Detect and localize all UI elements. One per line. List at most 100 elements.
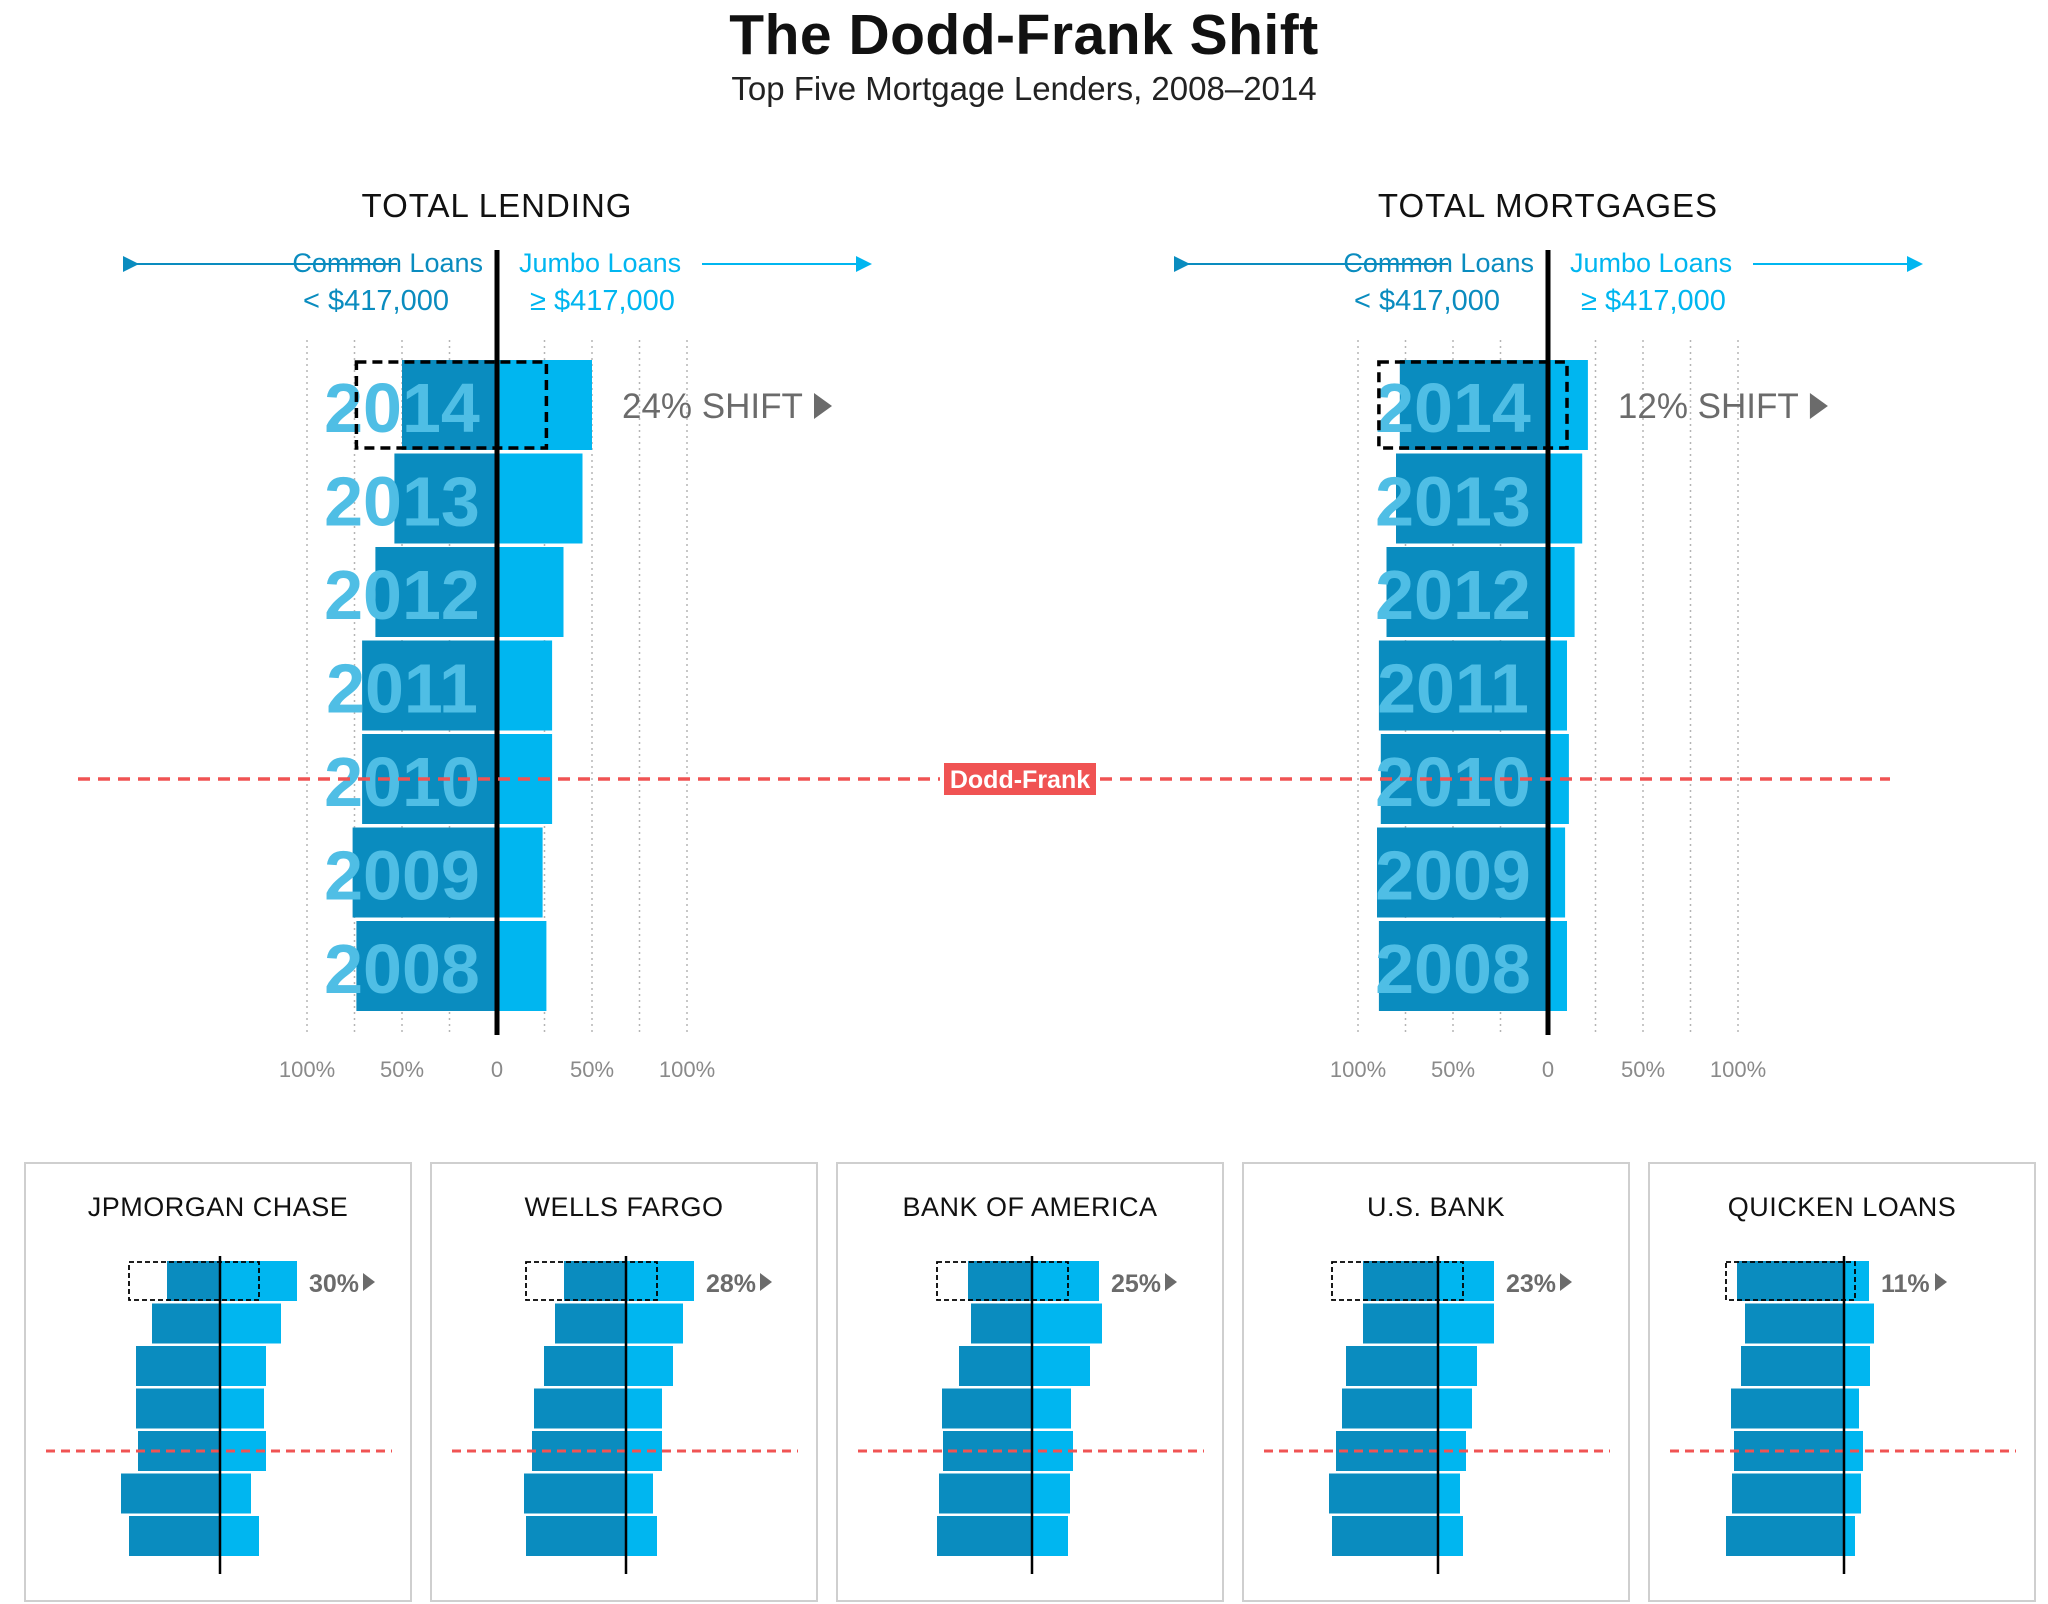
bank-chart: 25%	[858, 1256, 1204, 1574]
bar-common	[352, 827, 497, 918]
bar-jumbo	[1438, 1346, 1477, 1386]
year-label: 2008	[324, 930, 480, 1008]
bar-jumbo	[1438, 1303, 1494, 1344]
year-label: 2013	[1375, 463, 1531, 541]
bar-common	[375, 547, 497, 637]
year-label: 2009	[1375, 837, 1531, 915]
year-label: 2014	[324, 369, 480, 447]
bar-common	[1726, 1516, 1844, 1556]
bar-common	[968, 1261, 1032, 1301]
bank-name: WELLS FARGO	[524, 1192, 724, 1222]
bar-jumbo	[1548, 453, 1583, 544]
bar-common	[1378, 640, 1548, 731]
shift-triangle-icon	[363, 1273, 375, 1291]
bar-jumbo	[1032, 1303, 1102, 1344]
shift-comparison-box	[1331, 1261, 1464, 1301]
bar-jumbo	[1548, 547, 1575, 637]
shift-triangle-icon	[814, 393, 832, 419]
bar-common	[1329, 1473, 1438, 1514]
bank-panel-quicken-loans: QUICKEN LOANS 11%	[1648, 1162, 2036, 1602]
bar-jumbo	[1032, 1388, 1071, 1429]
bar-common	[356, 921, 497, 1011]
bar-common	[526, 1516, 626, 1556]
bar-jumbo	[1438, 1388, 1472, 1429]
bar-jumbo	[626, 1516, 657, 1556]
bar-common	[394, 453, 497, 544]
total-lending-chart: TOTAL LENDING 100% 50% 0 50% 100% Common Loans…	[123, 187, 872, 1082]
tick-label: 50%	[380, 1057, 424, 1082]
bar-common	[937, 1516, 1032, 1556]
bar-common	[136, 1388, 220, 1429]
legend-jumbo-threshold: ≥ $417,000	[1581, 285, 1726, 317]
shift-triangle-icon	[1935, 1273, 1947, 1291]
bar-common	[971, 1303, 1032, 1344]
bar-common	[1342, 1388, 1438, 1429]
bar-common	[1386, 547, 1548, 637]
shift-triangle-icon	[1560, 1273, 1572, 1291]
bar-jumbo	[497, 921, 547, 1011]
bar-common	[1741, 1346, 1844, 1386]
bar-jumbo	[220, 1473, 251, 1514]
bar-common	[1363, 1303, 1438, 1344]
bank-name: BANK OF AMERICA	[902, 1192, 1158, 1222]
bar-common	[942, 1388, 1032, 1429]
bar-common	[121, 1473, 220, 1514]
bar-common	[1399, 360, 1548, 450]
bar-common	[564, 1261, 626, 1301]
shift-triangle-icon	[1809, 393, 1828, 419]
shift-label: 23%	[1506, 1270, 1556, 1298]
tick-label: 0	[1542, 1057, 1554, 1082]
bar-common	[1363, 1261, 1438, 1301]
shift-comparison-box	[936, 1261, 1069, 1301]
bar-common	[1332, 1516, 1438, 1556]
bar-common	[1737, 1261, 1844, 1301]
tick-label: 100%	[659, 1057, 715, 1082]
shift-comparison-box	[525, 1261, 658, 1301]
legend-common-label: Common Loans	[1343, 248, 1534, 278]
bank-chart: 30%	[46, 1256, 392, 1574]
bar-common	[939, 1473, 1032, 1514]
bank-panel-jpmorgan-chase: JPMORGAN CHASE 30%	[24, 1162, 412, 1602]
year-label: 2014	[1375, 369, 1531, 447]
bar-jumbo	[1548, 640, 1567, 731]
shift-label: 30%	[309, 1270, 359, 1298]
total-mortgages-chart: TOTAL MORTGAGES 100% 50% 0 50% 100% Common Loa…	[1174, 187, 1923, 1082]
year-label: 2010	[324, 743, 480, 821]
dodd-frank-label: Dodd-Frank	[950, 766, 1090, 794]
bar-jumbo	[220, 1303, 281, 1344]
bar-jumbo	[220, 1516, 259, 1556]
bank-panel-bank-of-america: BANK OF AMERICA 25%	[836, 1162, 1224, 1602]
shift-label: 12% SHIFT	[1618, 387, 1799, 426]
bar-common	[1378, 921, 1548, 1011]
bar-jumbo	[1844, 1473, 1861, 1514]
bar-common	[959, 1346, 1032, 1386]
legend-common-label: Common Loans	[292, 248, 483, 278]
bar-jumbo	[626, 1303, 683, 1344]
legend-common-threshold: < $417,000	[303, 285, 449, 317]
tick-label: 100%	[1710, 1057, 1766, 1082]
year-label: 2012	[1375, 556, 1531, 634]
legend-jumbo-label: Jumbo Loans	[519, 248, 681, 278]
bar-common	[129, 1516, 220, 1556]
shift-comparison-box	[354, 360, 549, 450]
bar-jumbo	[626, 1346, 673, 1386]
page-subtitle: Top Five Mortgage Lenders, 2008–2014	[731, 70, 1317, 107]
bar-jumbo	[1032, 1473, 1070, 1514]
bank-chart: 23%	[1264, 1256, 1610, 1574]
bar-jumbo	[1438, 1516, 1463, 1556]
bank-name: QUICKEN LOANS	[1727, 1192, 1957, 1222]
bar-common	[1745, 1303, 1844, 1344]
bar-jumbo	[497, 827, 543, 918]
shift-triangle-icon	[1165, 1273, 1177, 1291]
bar-jumbo	[1548, 827, 1566, 918]
bank-panel-wells-fargo: WELLS FARGO 28%	[430, 1162, 818, 1602]
dodd-frank-line: Dodd-Frank	[78, 763, 1890, 795]
tick-label: 100%	[1330, 1057, 1386, 1082]
tick-label: 50%	[570, 1057, 614, 1082]
bar-jumbo	[1438, 1473, 1460, 1514]
bar-common	[138, 1431, 220, 1471]
year-label: 2008	[1375, 930, 1531, 1008]
shift-label: 25%	[1111, 1270, 1161, 1298]
year-label: 2011	[326, 650, 478, 728]
bar-jumbo	[626, 1388, 662, 1429]
